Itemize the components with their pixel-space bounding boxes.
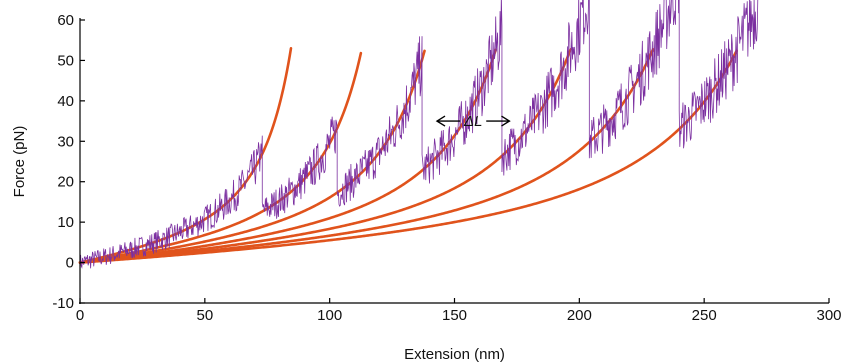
x-tick-label-50: 50 — [196, 307, 213, 324]
fit-curve-7 — [78, 49, 738, 264]
delta-l-annotation: ΔL — [435, 113, 511, 130]
y-tick-label-50: 50 — [57, 52, 74, 69]
force-trace — [79, 0, 759, 272]
delta-l-arrowhead-right — [501, 115, 511, 127]
y-tick-label-40: 40 — [57, 93, 74, 110]
y-tick-label--10: -10 — [52, 295, 74, 312]
x-tick-label-250: 250 — [692, 307, 717, 324]
x-tick-label-150: 150 — [442, 307, 467, 324]
x-tick-label-0: 0 — [76, 307, 84, 324]
y-axis-title: Force (pN) — [11, 126, 28, 198]
x-tick-label-100: 100 — [317, 307, 342, 324]
y-tick-label-20: 20 — [57, 174, 74, 191]
fit-curve-6 — [78, 48, 655, 264]
fit-curves — [78, 47, 738, 264]
fit-curve-5 — [78, 48, 572, 264]
delta-l-arrowhead-left — [435, 115, 446, 127]
y-tick-label-10: 10 — [57, 214, 74, 231]
x-tick-label-200: 200 — [567, 307, 592, 324]
y-tick-label-60: 60 — [57, 12, 74, 29]
y-tick-label-0: 0 — [66, 255, 74, 272]
delta-l-label: ΔL — [463, 113, 482, 130]
trace-line — [79, 0, 759, 272]
y-tick-label-30: 30 — [57, 133, 74, 150]
x-tick-label-300: 300 — [816, 307, 841, 324]
x-axis-title: Extension (nm) — [404, 346, 505, 363]
fit-curve-4 — [78, 48, 497, 264]
